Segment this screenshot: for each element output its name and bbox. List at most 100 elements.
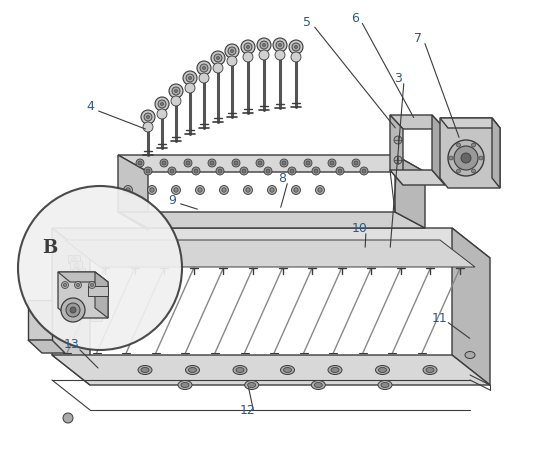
Polygon shape xyxy=(85,300,97,308)
Ellipse shape xyxy=(141,367,149,372)
Circle shape xyxy=(81,282,86,287)
Circle shape xyxy=(289,40,303,54)
Circle shape xyxy=(147,186,157,195)
Ellipse shape xyxy=(378,381,392,389)
Circle shape xyxy=(290,169,294,173)
Ellipse shape xyxy=(233,365,247,375)
Ellipse shape xyxy=(189,367,197,372)
Text: 11: 11 xyxy=(432,311,448,324)
Polygon shape xyxy=(52,228,90,385)
Circle shape xyxy=(280,159,288,167)
Ellipse shape xyxy=(423,365,437,375)
Circle shape xyxy=(294,188,298,192)
Circle shape xyxy=(479,156,483,160)
Ellipse shape xyxy=(280,365,294,375)
Circle shape xyxy=(291,52,301,62)
Polygon shape xyxy=(390,115,445,129)
Circle shape xyxy=(123,186,132,195)
Polygon shape xyxy=(80,287,92,295)
Polygon shape xyxy=(52,355,490,385)
Ellipse shape xyxy=(284,367,292,372)
Circle shape xyxy=(276,41,284,49)
Circle shape xyxy=(77,284,79,286)
Circle shape xyxy=(461,153,471,163)
Circle shape xyxy=(146,116,150,118)
Circle shape xyxy=(275,50,285,60)
Polygon shape xyxy=(118,212,425,228)
Circle shape xyxy=(126,188,130,192)
Circle shape xyxy=(144,167,152,175)
Circle shape xyxy=(234,161,238,165)
Circle shape xyxy=(225,44,239,58)
Circle shape xyxy=(91,308,96,313)
Circle shape xyxy=(472,143,475,147)
Circle shape xyxy=(241,40,255,54)
Circle shape xyxy=(189,77,191,79)
Circle shape xyxy=(472,169,475,173)
Circle shape xyxy=(338,169,342,173)
Ellipse shape xyxy=(328,365,342,375)
Circle shape xyxy=(330,161,334,165)
Circle shape xyxy=(88,281,95,288)
Circle shape xyxy=(91,284,93,286)
Text: 8: 8 xyxy=(278,171,286,184)
Circle shape xyxy=(247,45,249,49)
Circle shape xyxy=(454,146,478,170)
Circle shape xyxy=(448,140,484,176)
Circle shape xyxy=(449,156,453,160)
Circle shape xyxy=(170,169,174,173)
Text: 7: 7 xyxy=(414,31,422,44)
Circle shape xyxy=(360,167,368,175)
Circle shape xyxy=(155,97,169,111)
Polygon shape xyxy=(65,240,475,267)
Polygon shape xyxy=(68,255,80,263)
Circle shape xyxy=(61,298,85,322)
Circle shape xyxy=(74,263,79,268)
Polygon shape xyxy=(52,228,490,258)
Circle shape xyxy=(86,295,91,300)
Circle shape xyxy=(258,161,262,165)
Circle shape xyxy=(267,186,277,195)
Circle shape xyxy=(157,109,167,119)
Ellipse shape xyxy=(178,381,192,389)
Polygon shape xyxy=(78,281,90,289)
Circle shape xyxy=(217,56,220,60)
Circle shape xyxy=(192,167,200,175)
Circle shape xyxy=(218,169,222,173)
Polygon shape xyxy=(95,272,108,318)
Polygon shape xyxy=(440,118,500,188)
Circle shape xyxy=(175,90,177,92)
Circle shape xyxy=(362,169,366,173)
Circle shape xyxy=(70,307,76,313)
Polygon shape xyxy=(28,340,65,353)
Circle shape xyxy=(282,161,286,165)
Circle shape xyxy=(186,161,190,165)
Circle shape xyxy=(394,156,402,164)
Circle shape xyxy=(144,113,152,121)
Circle shape xyxy=(136,159,144,167)
Polygon shape xyxy=(88,286,108,296)
Polygon shape xyxy=(87,307,100,315)
Circle shape xyxy=(194,169,198,173)
Circle shape xyxy=(259,50,269,60)
Circle shape xyxy=(314,169,318,173)
Circle shape xyxy=(211,51,225,65)
Circle shape xyxy=(88,302,94,307)
Circle shape xyxy=(394,136,402,144)
Circle shape xyxy=(62,281,69,288)
Polygon shape xyxy=(395,155,425,228)
Circle shape xyxy=(270,188,274,192)
Circle shape xyxy=(230,49,234,53)
Circle shape xyxy=(172,186,181,195)
Circle shape xyxy=(279,43,281,47)
Polygon shape xyxy=(73,268,85,276)
Text: 12: 12 xyxy=(240,403,256,417)
Circle shape xyxy=(273,38,287,52)
Circle shape xyxy=(162,161,166,165)
Ellipse shape xyxy=(465,352,475,359)
Ellipse shape xyxy=(138,365,152,375)
Circle shape xyxy=(232,159,240,167)
Circle shape xyxy=(227,56,237,66)
Circle shape xyxy=(228,47,236,55)
Circle shape xyxy=(183,71,197,85)
